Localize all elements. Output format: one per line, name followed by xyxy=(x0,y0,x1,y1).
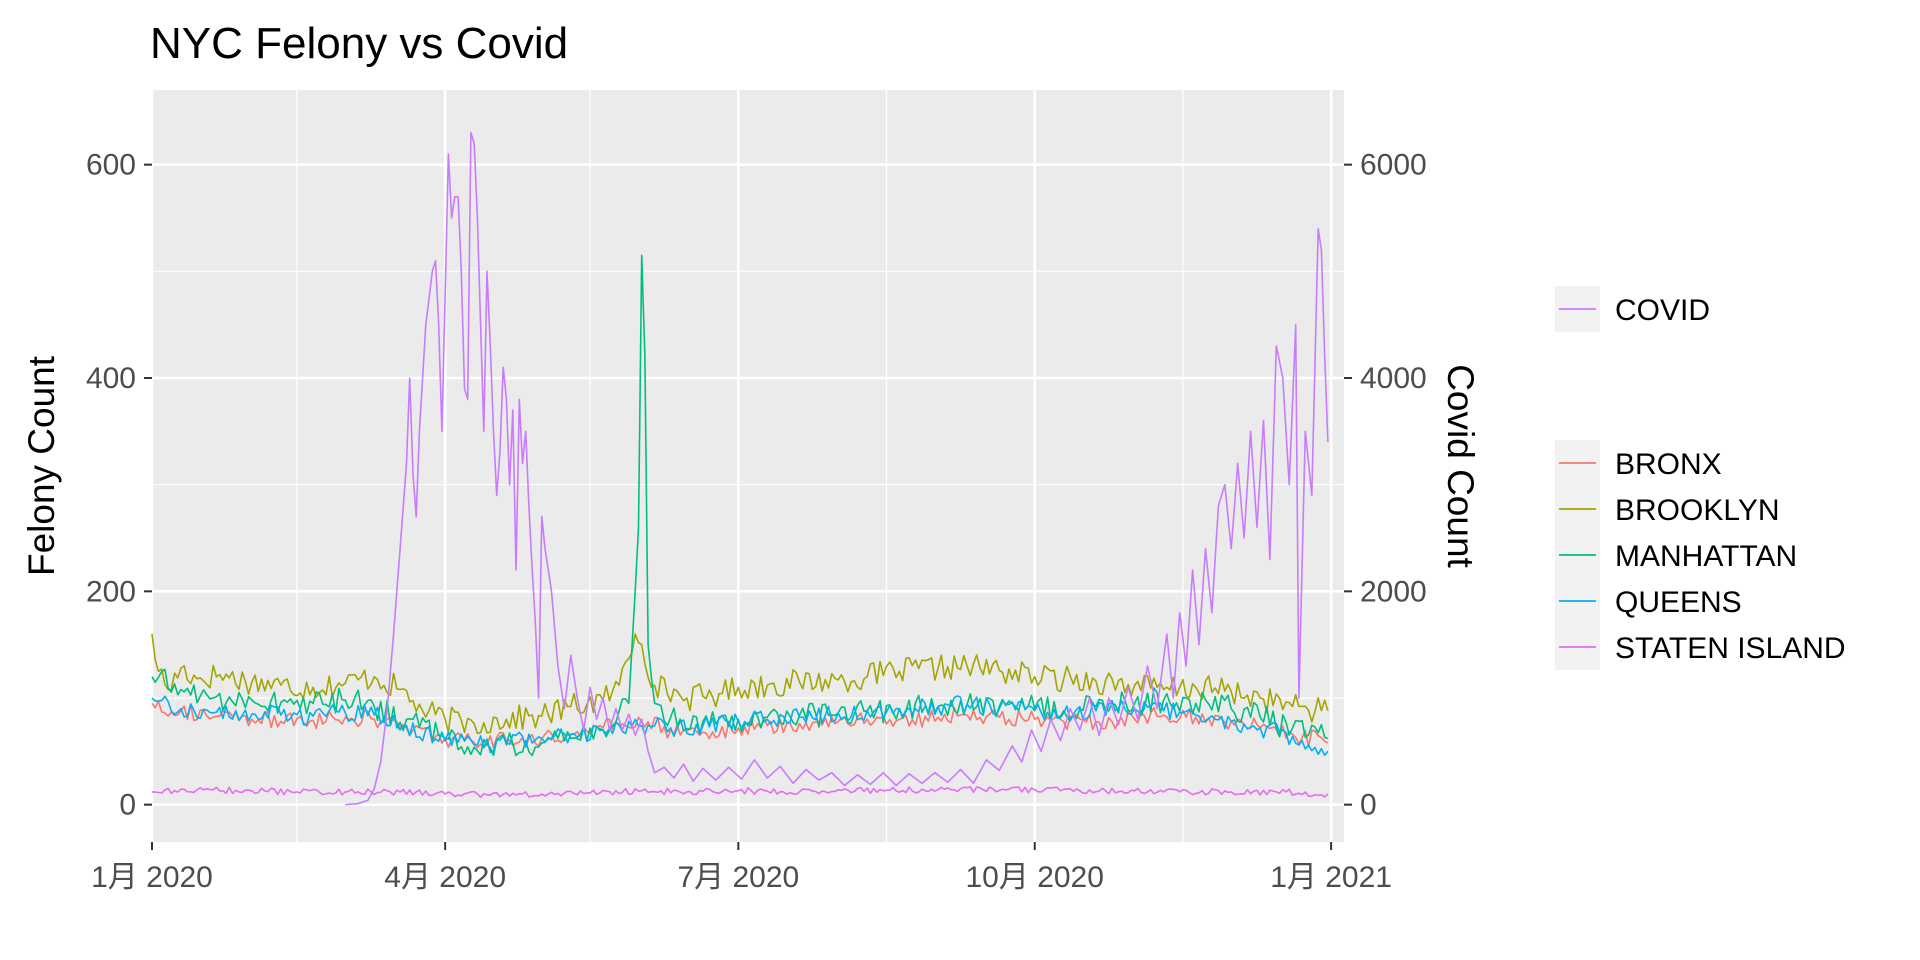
legend-label: BRONX xyxy=(1615,448,1722,481)
x-tick-label: 10月 2020 xyxy=(965,861,1103,894)
legend-label: QUEENS xyxy=(1615,586,1742,619)
axes: 1月 2020 4月 2020 7月 2020 10月 2020 1月 2021 0 200… xyxy=(86,149,1427,894)
x-tick-label: 1月 2020 xyxy=(91,861,213,894)
y-right-tick-label: 2000 xyxy=(1360,575,1427,608)
series-line-brooklyn xyxy=(151,633,1329,735)
plot-panel xyxy=(152,90,1344,842)
y-left-tick-label: 200 xyxy=(86,575,136,608)
x-tick-label: 4月 2020 xyxy=(384,861,506,894)
major-gridlines xyxy=(150,90,1344,842)
legend-label: STATEN ISLAND xyxy=(1615,632,1846,665)
series-line-staten-island xyxy=(151,786,1329,799)
legend-label: BROOKLYN xyxy=(1615,494,1780,527)
legend-boroughs: BRONX BROOKLYN MANHATTAN QUEENS STATEN ISLAN… xyxy=(1555,440,1846,670)
legend-label: MANHATTAN xyxy=(1615,540,1797,573)
x-tick-label: 1月 2021 xyxy=(1270,861,1392,894)
legend-label: COVID xyxy=(1615,294,1710,327)
y-right-tick-label: 4000 xyxy=(1360,362,1427,395)
y-right-tick-label: 6000 xyxy=(1360,149,1427,182)
y-right-tick-label: 0 xyxy=(1360,789,1377,822)
y-left-tick-label: 0 xyxy=(119,789,136,822)
chart-title: NYC Felony vs Covid xyxy=(150,19,568,68)
series-line-queens xyxy=(151,695,1329,756)
y-axis-label-right: Covid Count xyxy=(1440,364,1481,568)
y-left-tick-label: 600 xyxy=(86,149,136,182)
y-left-tick-label: 400 xyxy=(86,362,136,395)
series-lines xyxy=(151,131,1329,806)
legend-covid: COVID xyxy=(1555,286,1710,332)
x-tick-label: 7月 2020 xyxy=(677,861,799,894)
y-axis-label-left: Felony Count xyxy=(21,355,62,576)
series-line-covid xyxy=(345,131,1329,806)
